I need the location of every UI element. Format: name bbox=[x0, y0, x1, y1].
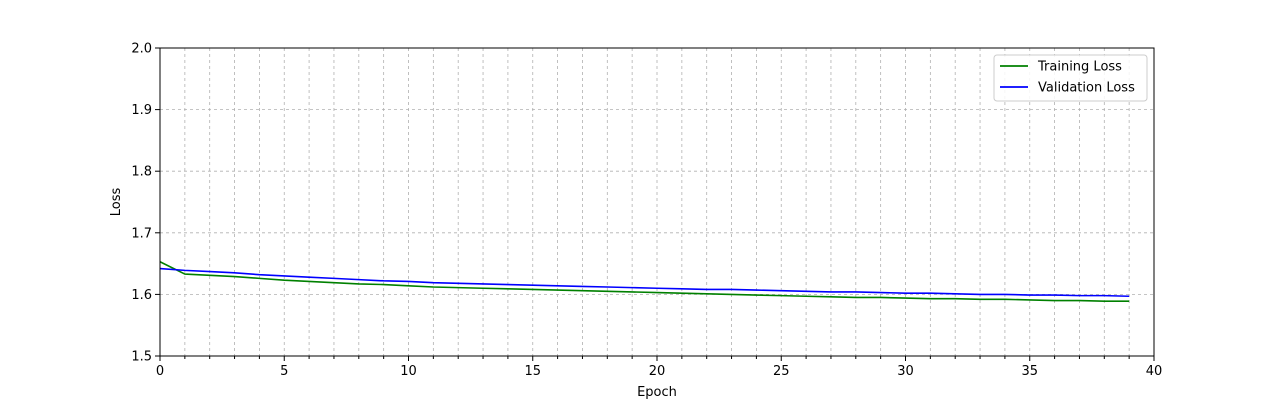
x-tick-label: 5 bbox=[280, 364, 288, 379]
x-tick-label: 15 bbox=[524, 364, 541, 379]
series-lines bbox=[159, 261, 1130, 302]
y-axis-title: Loss bbox=[109, 188, 124, 217]
y-tick-label: 1.7 bbox=[131, 226, 152, 241]
x-tick-label: 40 bbox=[1146, 364, 1163, 379]
legend: Training Loss Validation Loss bbox=[993, 54, 1148, 102]
legend-label: Training Loss bbox=[1037, 60, 1122, 75]
series-line-training-loss bbox=[159, 261, 1130, 302]
x-tick-label: 0 bbox=[156, 364, 164, 379]
legend-label: Validation Loss bbox=[1038, 81, 1135, 96]
x-tick-label: 25 bbox=[773, 364, 790, 379]
y-tick-label: 1.9 bbox=[131, 103, 152, 118]
x-tick-label: 20 bbox=[649, 364, 666, 379]
y-tick-label: 1.6 bbox=[131, 288, 152, 303]
y-tick-label: 1.5 bbox=[131, 350, 152, 365]
axis-ticks: 0 5 10 15 20 25 30 35 40 1.5 1.6 1.7 1.8 1.9 2.0 bbox=[131, 42, 1162, 380]
y-tick-label: 2.0 bbox=[131, 42, 152, 57]
x-axis-title: Epoch bbox=[637, 385, 677, 400]
x-tick-label: 30 bbox=[897, 364, 914, 379]
legend-box bbox=[993, 54, 1148, 102]
x-tick-label: 10 bbox=[400, 364, 417, 379]
y-tick-label: 1.8 bbox=[131, 165, 152, 180]
series-line-validation-loss bbox=[159, 267, 1130, 298]
x-tick-label: 35 bbox=[1021, 364, 1038, 379]
